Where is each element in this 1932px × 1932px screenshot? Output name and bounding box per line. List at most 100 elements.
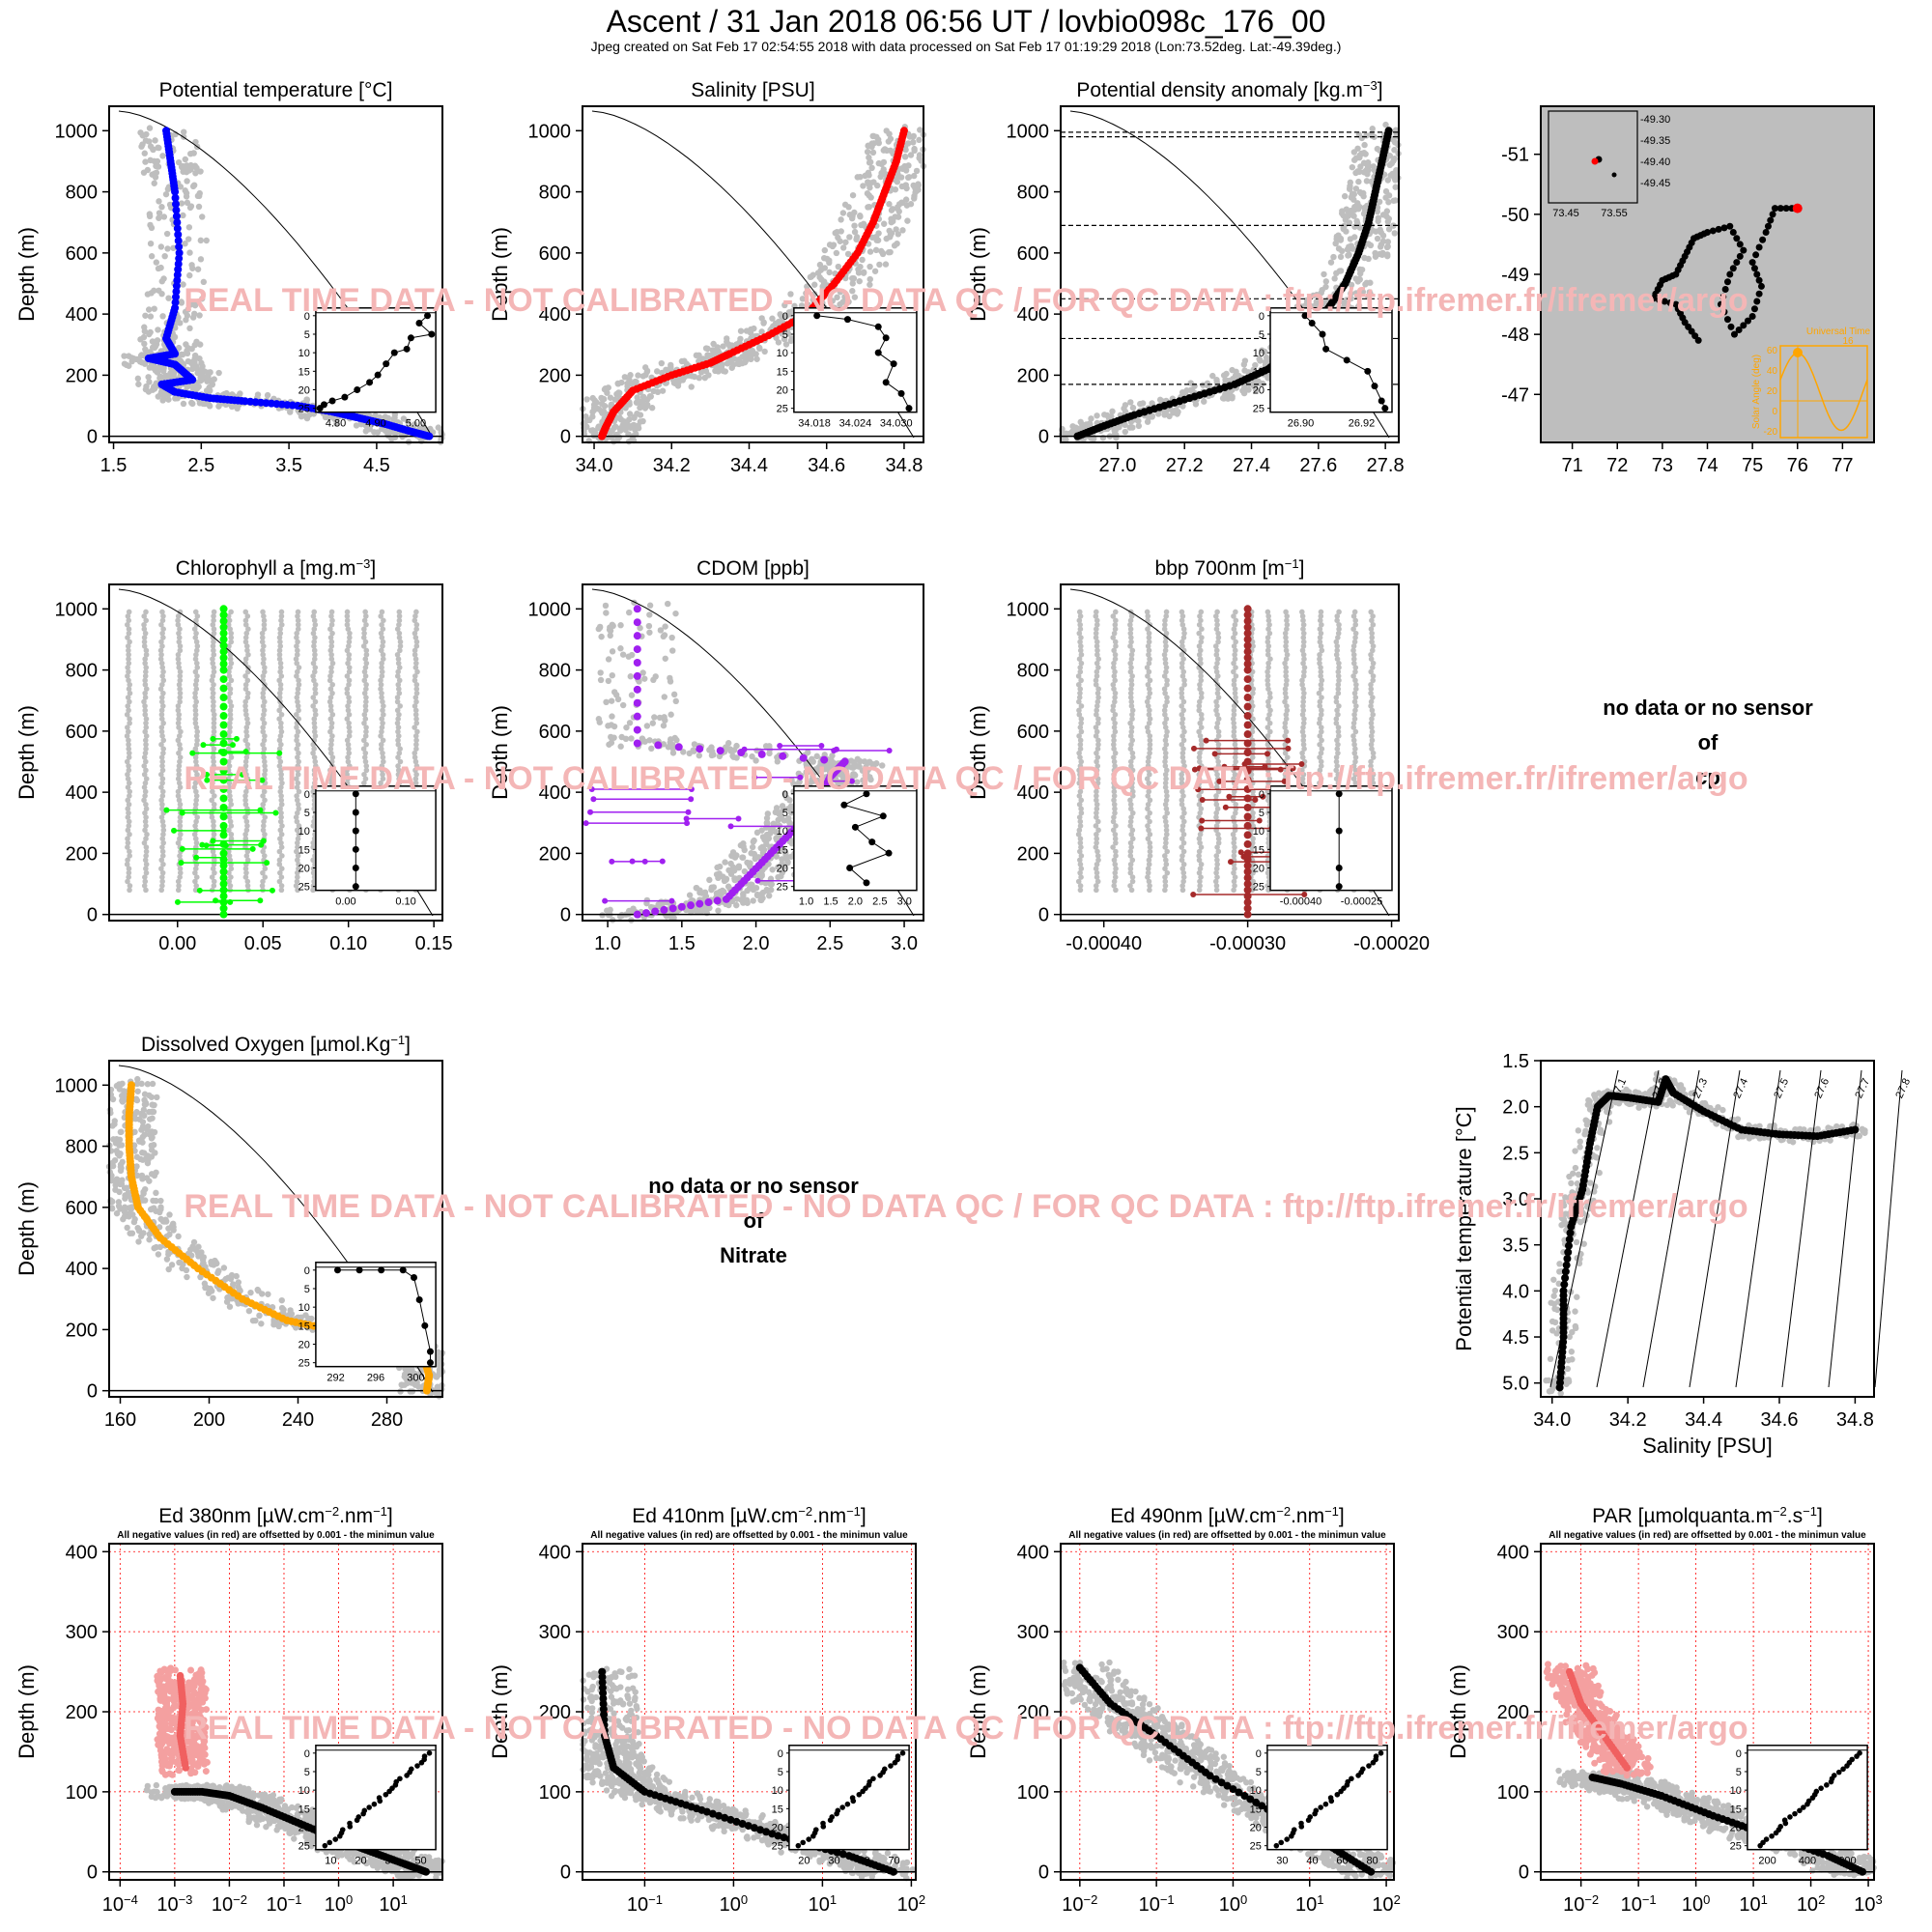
inset-point [851, 823, 859, 831]
inset-y-label: 15 [1253, 366, 1264, 378]
archive-point [753, 355, 760, 362]
archive-point [1094, 412, 1100, 419]
inset-y-label: 15 [298, 366, 310, 378]
y-tick-label: 600 [539, 243, 571, 265]
archive-point [651, 714, 658, 721]
archive-point [744, 859, 751, 867]
inset-y-label: 10 [298, 826, 310, 838]
inset-x-label: 2.0 [848, 896, 863, 908]
archive-point [855, 266, 862, 273]
archive-point [141, 340, 148, 348]
inset-point [407, 334, 414, 342]
y-tick-label: 0 [560, 905, 571, 926]
y-tick-label: 200 [539, 365, 571, 386]
archive-point [1378, 229, 1384, 236]
archive-point [839, 210, 847, 216]
archive-point [186, 325, 193, 332]
inset-point [863, 879, 870, 887]
archive-point [649, 720, 656, 726]
archive-point [916, 152, 923, 158]
archive-point [190, 182, 198, 188]
inset-point [885, 849, 893, 857]
profile-point [219, 739, 228, 748]
data-point [727, 823, 734, 830]
archive-point [849, 274, 856, 282]
data-point [685, 809, 692, 815]
archive-point [693, 884, 700, 892]
archive-point [686, 892, 694, 898]
archive-point [710, 340, 717, 348]
archive-point [729, 864, 737, 871]
archive-point [160, 213, 168, 220]
archive-point [637, 404, 643, 412]
profile-point [219, 712, 228, 721]
data-point [668, 897, 675, 904]
y-tick-label: 800 [66, 661, 98, 682]
archive-point [145, 388, 153, 395]
inset-y-label: 20 [298, 385, 310, 397]
inset-point [1364, 367, 1372, 375]
inset-x-label: 34.030 [880, 418, 913, 430]
archive-point [775, 339, 782, 346]
archive-point [180, 281, 186, 288]
archive-point [895, 201, 903, 208]
data-point [163, 807, 170, 813]
archive-point [164, 245, 171, 252]
archive-point [193, 164, 200, 172]
inset-x-label: 0.00 [335, 896, 355, 908]
inset-point [374, 371, 382, 379]
archive-point [1109, 408, 1116, 415]
archive-point [1126, 424, 1134, 431]
archive-point [830, 242, 838, 248]
archive-point [1337, 253, 1345, 261]
archive-point [1129, 404, 1137, 412]
inset-point [874, 323, 882, 330]
archive-point [708, 884, 716, 891]
archive-point [669, 647, 676, 654]
archive-point [1122, 428, 1129, 436]
archive-point [626, 416, 633, 423]
archive-point [805, 749, 811, 756]
archive-point [604, 389, 611, 396]
archive-point [823, 255, 831, 263]
archive-point [134, 375, 142, 383]
archive-point [905, 162, 912, 169]
archive-point [633, 379, 639, 385]
archive-point [882, 261, 890, 268]
archive-point [396, 609, 403, 615]
archive-point [641, 675, 648, 682]
archive-point [149, 338, 156, 345]
archive-point [188, 365, 196, 373]
archive-point [648, 745, 655, 753]
archive-point [303, 414, 311, 422]
inset-x-label: 34.024 [839, 418, 872, 430]
archive-point [196, 312, 203, 319]
archive-point [658, 359, 666, 367]
archive-point [885, 138, 893, 145]
archive-point [872, 246, 880, 254]
archive-point [600, 408, 607, 414]
archive-point [1187, 380, 1194, 386]
inset-y-label: 15 [777, 844, 788, 856]
archive-point [650, 387, 657, 395]
archive-point [184, 178, 190, 185]
archive-point [868, 143, 875, 151]
profile-point [654, 741, 663, 750]
archive-point [205, 369, 212, 376]
archive-point [1347, 236, 1354, 242]
data-point [196, 887, 203, 894]
archive-point [184, 199, 191, 207]
inset-point [352, 827, 359, 835]
archive-point [750, 886, 757, 894]
archive-point [1392, 184, 1399, 190]
archive-point [865, 204, 871, 211]
archive-point [839, 244, 847, 251]
archive-point [154, 337, 161, 344]
archive-point [391, 414, 398, 421]
x-tick-label: 2.5 [816, 933, 843, 954]
archive-point [724, 359, 731, 367]
inset-point [354, 386, 361, 394]
archive-point [1365, 162, 1373, 169]
archive-point [763, 819, 771, 827]
data-point [199, 841, 206, 848]
